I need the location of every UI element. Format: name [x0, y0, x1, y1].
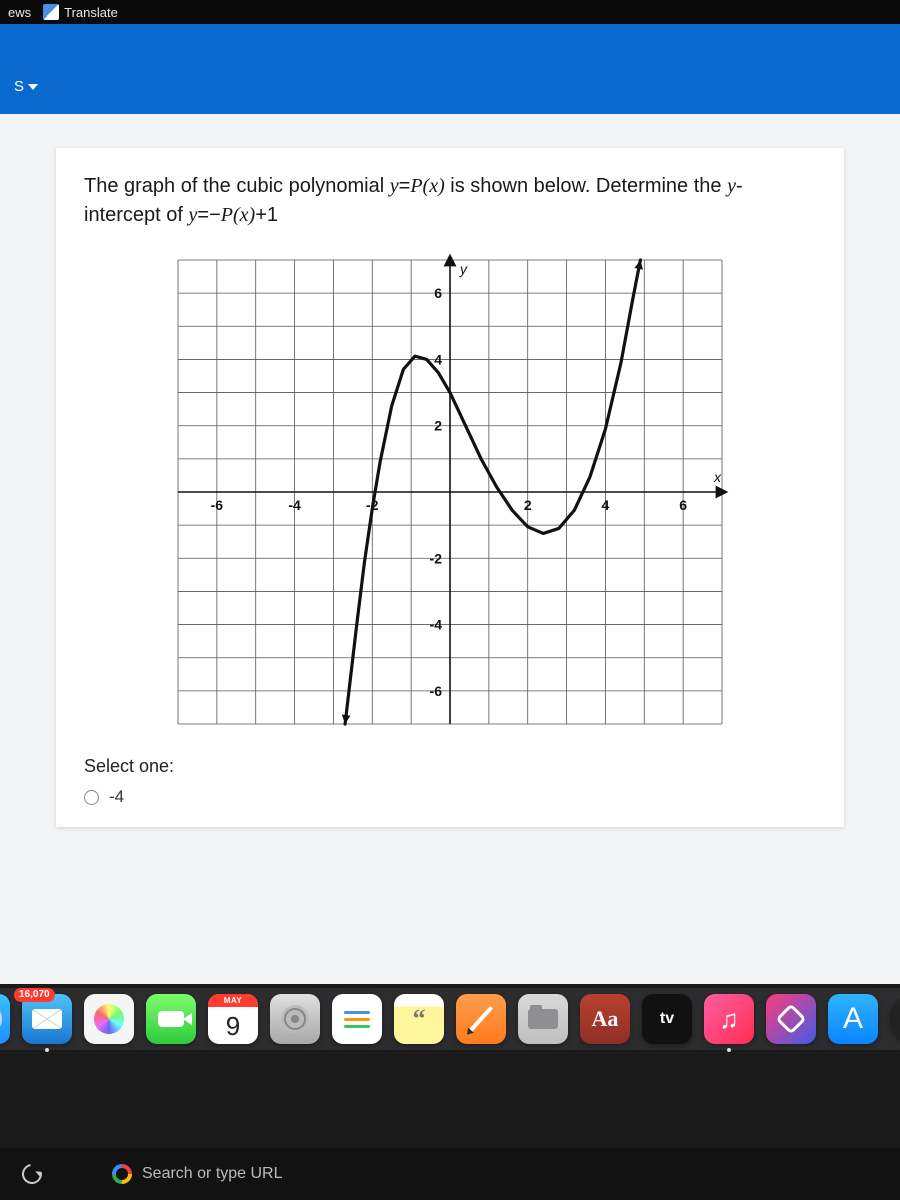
dock-tray: 1 16,070 MAY 9 — [0, 988, 900, 1050]
dock-sysprefs[interactable] — [270, 994, 320, 1044]
option-a-label: -4 — [109, 787, 124, 807]
svg-text:6: 6 — [434, 285, 442, 301]
svg-text:2: 2 — [524, 497, 532, 513]
svg-text:2: 2 — [434, 418, 442, 434]
dock-music[interactable]: ♫ — [704, 994, 754, 1044]
camera-icon — [158, 1011, 184, 1027]
svg-text:-2: -2 — [430, 550, 443, 566]
svg-text:y: y — [459, 261, 468, 277]
polynomial-graph: -6-4-2246642-2-4-6xy — [170, 252, 730, 732]
svg-text:4: 4 — [602, 497, 610, 513]
bookmark-news[interactable]: ews — [8, 5, 31, 20]
envelope-icon — [32, 1009, 62, 1029]
reload-icon[interactable] — [18, 1160, 46, 1188]
appstore-icon: A — [843, 1002, 863, 1036]
tv-label: tv — [660, 1010, 674, 1028]
dock-safari[interactable]: 1 — [0, 994, 10, 1044]
pencil-icon — [469, 1006, 493, 1032]
select-one-label: Select one: — [84, 756, 816, 777]
dock-facetime[interactable] — [146, 994, 196, 1044]
svg-text:-6: -6 — [211, 497, 224, 513]
dock-books[interactable] — [456, 994, 506, 1044]
question-text: The graph of the cubic polynomial y=P(x)… — [84, 172, 816, 230]
folder-icon — [528, 1009, 558, 1029]
dock-files[interactable] — [518, 994, 568, 1044]
dock-calendar[interactable]: MAY 9 — [208, 994, 258, 1044]
graph-container: -6-4-2246642-2-4-6xy — [84, 248, 816, 750]
question-card: The graph of the cubic polynomial y=P(x)… — [56, 148, 844, 827]
page-header: S — [0, 24, 900, 114]
music-note-icon: ♫ — [719, 1004, 739, 1035]
browser-bottom-bar: Search or type URL — [0, 1148, 900, 1200]
dock: 1 16,070 MAY 9 — [0, 988, 900, 1050]
compass-icon — [0, 1002, 2, 1036]
svg-text:-6: -6 — [430, 683, 443, 699]
dock-dictionary[interactable]: Aa — [580, 994, 630, 1044]
dock-appstore[interactable]: A — [828, 994, 878, 1044]
radio-icon — [84, 790, 99, 805]
dock-photos[interactable] — [84, 994, 134, 1044]
search-placeholder: Search or type URL — [142, 1165, 283, 1183]
content-area: The graph of the cubic polynomial y=P(x)… — [0, 114, 900, 984]
dock-settings2[interactable] — [890, 994, 900, 1044]
shortcuts-icon — [775, 1003, 806, 1034]
section-dropdown[interactable]: S — [14, 78, 38, 95]
translate-icon — [43, 4, 59, 20]
search-input[interactable]: Search or type URL — [112, 1164, 283, 1184]
list-icon — [344, 1011, 370, 1028]
bookmark-translate-label: Translate — [64, 5, 118, 20]
dock-shortcuts[interactable] — [766, 994, 816, 1044]
gear-icon — [281, 1005, 309, 1033]
dock-reminders[interactable] — [332, 994, 382, 1044]
dock-notes[interactable]: “ — [394, 994, 444, 1044]
mail-badge: 16,070 — [14, 988, 55, 1002]
quote-icon: “ — [413, 1004, 426, 1034]
bookmark-bar: ews Translate — [0, 0, 900, 24]
calendar-day: 9 — [226, 1007, 240, 1044]
chevron-down-icon — [28, 84, 38, 90]
bookmark-translate[interactable]: Translate — [43, 4, 118, 20]
svg-text:6: 6 — [679, 497, 687, 513]
dock-mail[interactable]: 16,070 — [22, 994, 72, 1044]
svg-text:x: x — [713, 469, 722, 485]
dock-tv[interactable]: tv — [642, 994, 692, 1044]
svg-text:-4: -4 — [430, 617, 443, 633]
svg-text:4: 4 — [434, 351, 442, 367]
dropdown-label: S — [14, 78, 24, 95]
svg-text:-4: -4 — [288, 497, 301, 513]
photos-icon — [94, 1004, 124, 1034]
calendar-month: MAY — [208, 994, 258, 1007]
google-icon — [112, 1164, 132, 1184]
option-a[interactable]: -4 — [84, 787, 816, 807]
dictionary-label: Aa — [592, 1006, 619, 1032]
